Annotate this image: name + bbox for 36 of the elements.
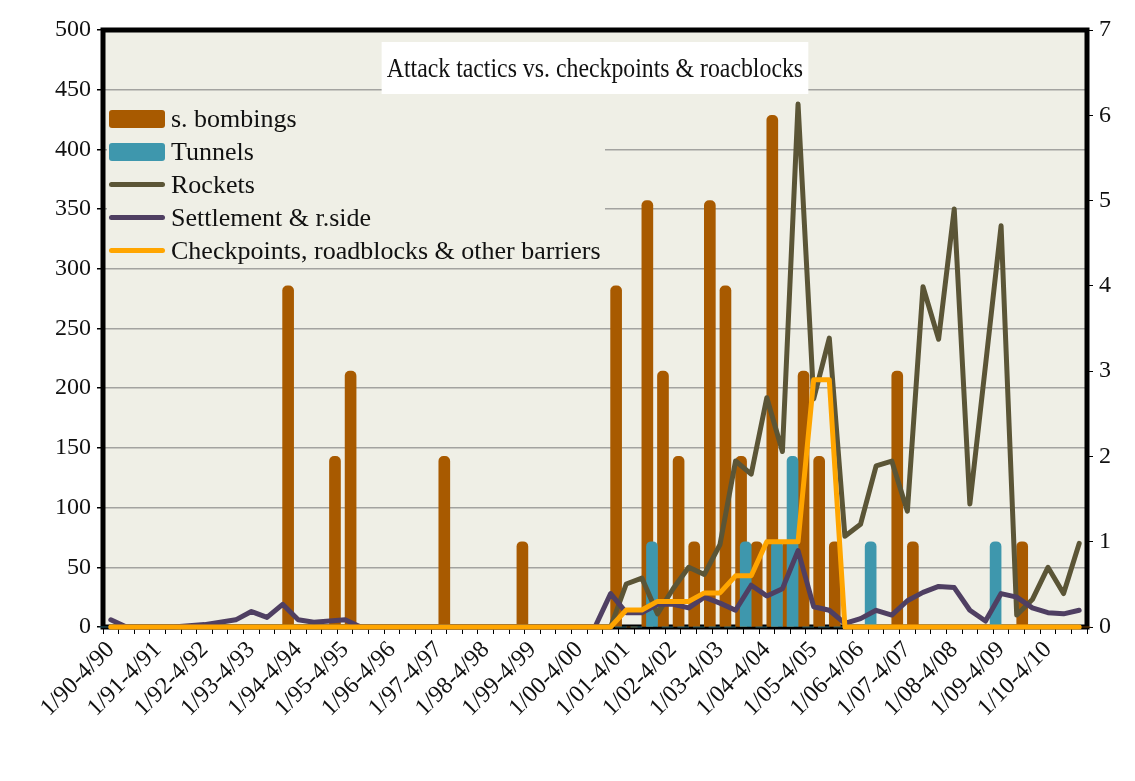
bar xyxy=(610,285,622,627)
y-tick-label: 250 xyxy=(55,313,91,340)
y-tick-label: 400 xyxy=(55,134,91,161)
y2-tick-label: 0 xyxy=(1099,612,1111,639)
legend-label: s. bombings xyxy=(171,103,297,134)
y-tick-label: 150 xyxy=(55,433,91,460)
y2-tick-label: 3 xyxy=(1099,356,1111,383)
legend-label: Tunnels xyxy=(171,136,254,167)
text: Attack tactics vs. checkpoints & roacblocks xyxy=(381,42,809,94)
y-tick-label: 50 xyxy=(67,552,91,579)
y-tick-label: 450 xyxy=(55,75,91,101)
y-tick-label: 200 xyxy=(55,373,91,400)
y2-tick-label: 2 xyxy=(1099,441,1111,468)
bar xyxy=(329,456,341,627)
y-tick-label: 350 xyxy=(55,194,91,221)
bar xyxy=(344,370,357,627)
bar xyxy=(813,456,825,627)
bar xyxy=(438,456,451,627)
y2-tick-label: 1 xyxy=(1099,527,1111,554)
bar xyxy=(891,370,904,627)
legend-label: Rockets xyxy=(171,169,255,200)
bar xyxy=(907,541,919,627)
bar xyxy=(282,285,294,627)
y-tick-label: 0 xyxy=(79,612,91,639)
y2-tick-label: 4 xyxy=(1099,271,1111,298)
legend-label: Settlement & r.side xyxy=(171,202,372,233)
y-tick-label: 500 xyxy=(55,15,91,42)
legend-label: Checkpoints, roadblocks & other barriers xyxy=(171,235,601,266)
bar xyxy=(704,200,716,627)
y2-tick-label: 7 xyxy=(1099,15,1111,42)
bar xyxy=(516,541,529,627)
y-tick-label: 100 xyxy=(55,492,91,519)
y2-tick-label: 5 xyxy=(1099,185,1111,212)
bar xyxy=(657,370,669,627)
y-tick-label: 300 xyxy=(55,254,91,281)
y2-tick-label: 6 xyxy=(1099,100,1111,127)
